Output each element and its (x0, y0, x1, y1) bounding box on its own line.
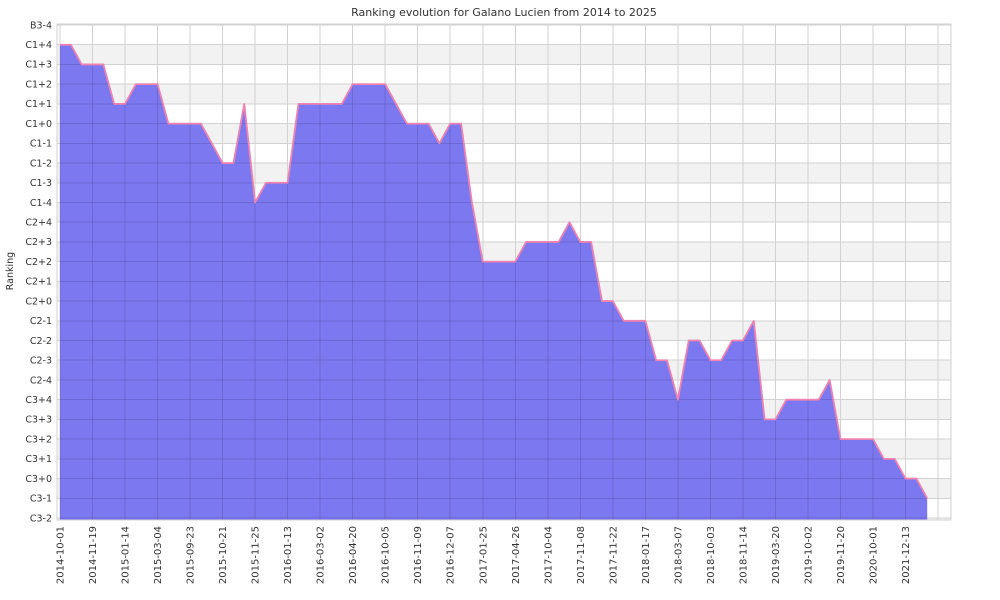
y-tick-label: C1+3 (25, 60, 52, 71)
x-tick-label: 2014-10-01 (56, 526, 67, 584)
ranking-area (60, 44, 928, 520)
x-tick-label: 2016-04-20 (348, 526, 359, 584)
y-tick-label: C2+3 (25, 237, 52, 248)
x-tick-label: 2017-01-25 (478, 526, 489, 584)
x-tick-label: 2014-11-19 (88, 526, 99, 584)
y-tick-label: C1+2 (25, 79, 52, 90)
y-tick-label: C1+4 (25, 40, 52, 51)
ranking-line (60, 43, 928, 499)
plot-border (56, 23, 952, 521)
chart-title: Ranking evolution for Galano Lucien from… (351, 6, 657, 19)
x-tick-label: 2020-10-01 (869, 526, 880, 584)
y-tick-label: C3+4 (25, 395, 52, 406)
x-tick-label: 2017-11-22 (608, 526, 619, 584)
x-tick-label: 2019-03-20 (771, 526, 782, 584)
y-tick-label: C3+0 (25, 474, 52, 485)
y-tick-label: C3+1 (25, 454, 52, 465)
x-tick-label: 2015-03-04 (153, 526, 164, 584)
y-tick-label: C2+1 (25, 277, 52, 288)
band-row (57, 163, 951, 183)
x-axis-tick-labels: 2014-10-01 2014-11-19 2015-01-14 2015-03-04… (56, 526, 913, 584)
x-tick-label: 2015-10-21 (218, 526, 229, 584)
x-tick-label: 2018-01-17 (641, 526, 652, 584)
y-tick-label: C1+0 (25, 119, 52, 130)
y-axis-title: Ranking (5, 252, 16, 290)
y-tick-label: C2-2 (30, 336, 52, 347)
x-tick-label: 2021-12-13 (901, 526, 912, 584)
x-tick-label: 2017-10-04 (543, 526, 554, 584)
x-tick-label: 2017-04-26 (511, 526, 522, 584)
x-tick-label: 2015-09-23 (186, 526, 197, 584)
y-tick-label: C3+2 (25, 434, 52, 445)
y-tick-label: C1-3 (30, 178, 52, 189)
y-tick-label: C1-4 (30, 198, 52, 209)
y-tick-label: C2+0 (25, 296, 52, 307)
x-tick-label: 2018-11-14 (738, 526, 749, 584)
y-tick-label: C2-3 (30, 356, 52, 367)
x-tick-label: 2019-11-20 (836, 526, 847, 584)
x-tick-label: 2015-11-25 (251, 526, 262, 584)
y-tick-label: C3+3 (25, 415, 52, 426)
y-tick-label: C2-4 (30, 375, 52, 386)
y-tick-label: C2+4 (25, 218, 52, 229)
y-axis-tick-labels: B3-4 C1+4 C1+3 C1+2 C1+1 C1+0 C1-1 C1-2 C1-3 C1-4… (25, 20, 52, 524)
y-tick-label: C2-1 (30, 316, 52, 327)
x-tick-label: 2019-10-02 (803, 526, 814, 584)
y-tick-label: C3-1 (30, 494, 52, 505)
x-tick-label: 2016-11-09 (413, 526, 424, 584)
band-row (57, 123, 951, 144)
y-tick-label: C2+2 (25, 257, 52, 268)
y-tick-label: C3-2 (30, 513, 52, 524)
y-tick-label: C1-1 (30, 139, 52, 150)
x-tick-label: 2016-10-05 (381, 526, 392, 584)
band-row (57, 84, 951, 104)
x-tick-label: 2016-03-02 (316, 526, 327, 584)
x-tick-label: 2016-12-07 (446, 526, 457, 584)
y-tick-label: C1+1 (25, 99, 52, 110)
x-tick-label: 2018-03-07 (673, 526, 684, 584)
band-row (57, 44, 951, 65)
x-tick-label: 2017-11-08 (576, 526, 587, 584)
x-tick-label: 2015-01-14 (121, 526, 132, 584)
x-tick-label: 2016-01-13 (283, 526, 294, 584)
y-tick-label: C1-2 (30, 158, 52, 169)
x-tick-label: 2018-10-03 (706, 526, 717, 584)
y-tick-label: B3-4 (30, 20, 52, 31)
plot-area: B3-4 C1+4 C1+3 C1+2 C1+1 C1+0 C1-1 C1-2 C1-3 C1-4… (25, 20, 952, 584)
